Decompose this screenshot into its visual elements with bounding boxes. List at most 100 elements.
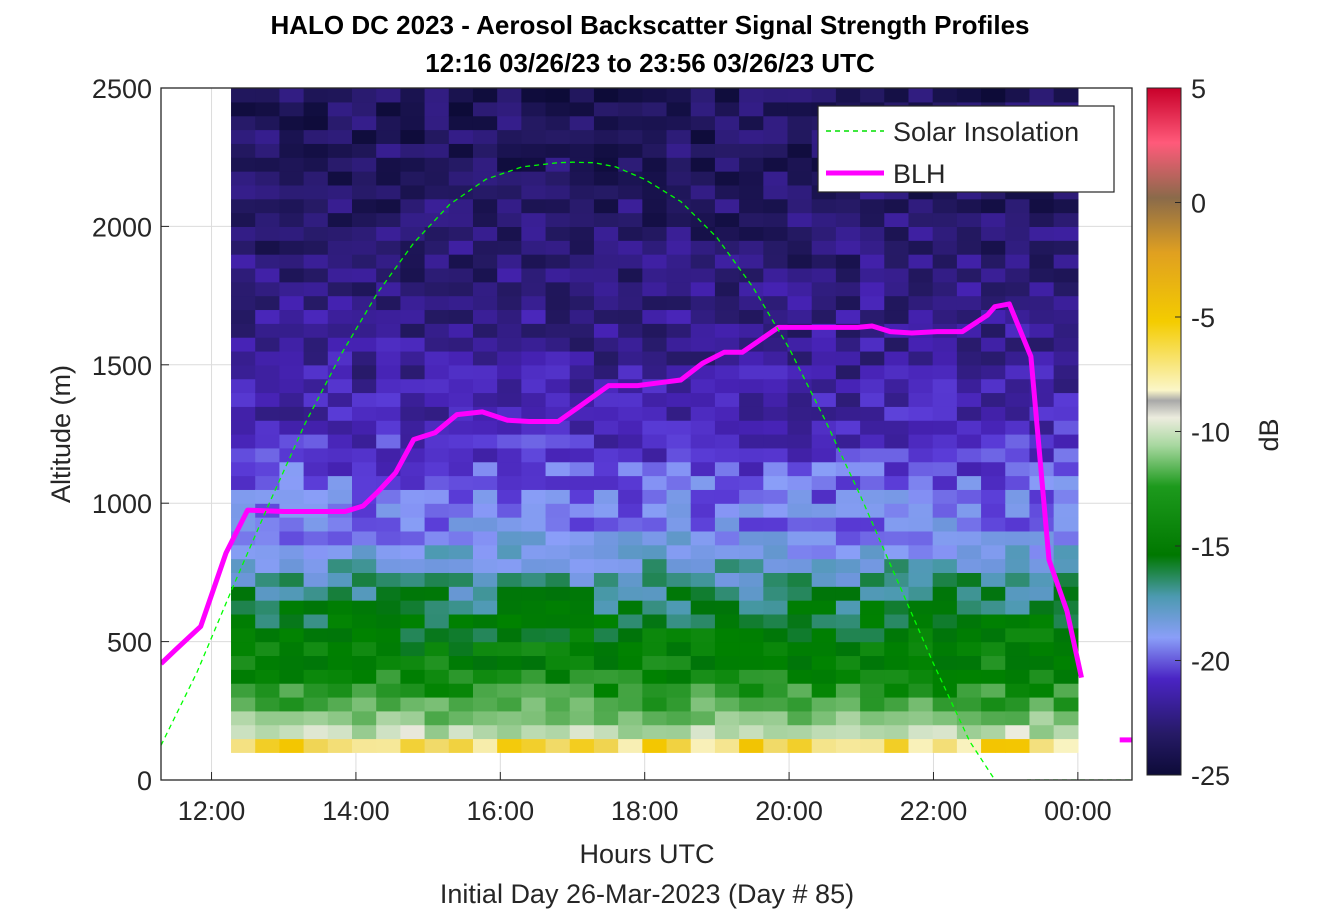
heatmap-cell bbox=[593, 226, 619, 241]
heatmap-cell bbox=[400, 143, 426, 158]
heatmap-cell bbox=[787, 281, 813, 297]
heatmap-cell bbox=[908, 641, 934, 657]
heatmap-cell bbox=[400, 88, 426, 103]
heatmap-cell bbox=[1029, 572, 1055, 587]
heatmap-cell bbox=[569, 434, 595, 449]
heatmap-cell bbox=[787, 586, 813, 601]
heatmap-cell bbox=[714, 88, 740, 103]
heatmap-cell bbox=[884, 710, 910, 726]
heatmap-cell bbox=[376, 392, 401, 407]
heatmap-cell bbox=[690, 517, 716, 532]
heatmap-cell bbox=[376, 115, 401, 131]
heatmap-cell bbox=[231, 226, 256, 241]
heatmap-cell bbox=[303, 738, 329, 753]
heatmap-cell bbox=[714, 420, 740, 435]
heatmap-cell bbox=[521, 198, 547, 214]
heatmap-cell bbox=[448, 281, 474, 297]
heatmap-cell bbox=[352, 724, 377, 740]
heatmap-cell bbox=[1029, 226, 1055, 241]
heatmap-cell bbox=[714, 129, 740, 144]
heatmap-cell bbox=[860, 530, 885, 546]
heatmap-cell bbox=[545, 226, 571, 241]
heatmap-cell bbox=[497, 378, 522, 394]
heatmap-cell bbox=[714, 254, 740, 269]
heatmap-cell bbox=[545, 586, 571, 601]
heatmap-cell bbox=[956, 198, 982, 214]
heatmap-cell bbox=[1029, 600, 1055, 615]
heatmap-cell bbox=[956, 323, 982, 338]
heatmap-cell bbox=[497, 572, 522, 587]
heatmap-cell bbox=[424, 364, 450, 380]
heatmap-cell bbox=[327, 184, 353, 200]
heatmap-cell bbox=[690, 530, 716, 546]
heatmap-cell bbox=[569, 641, 595, 657]
heatmap-cell bbox=[981, 738, 1006, 753]
heatmap-cell bbox=[884, 544, 910, 560]
heatmap-cell bbox=[352, 558, 377, 573]
heatmap-cell bbox=[231, 115, 256, 131]
heatmap-cell bbox=[1053, 392, 1079, 407]
heatmap-cell bbox=[303, 115, 329, 131]
heatmap-cell bbox=[327, 461, 353, 477]
heatmap-cell bbox=[666, 406, 692, 421]
heatmap-cell bbox=[303, 461, 329, 477]
heatmap-cell bbox=[884, 517, 910, 532]
heatmap-cell bbox=[255, 281, 281, 297]
colorbar-tick-label: -5 bbox=[1191, 303, 1215, 333]
heatmap-cell bbox=[255, 696, 281, 712]
heatmap-cell bbox=[521, 613, 547, 629]
heatmap-cell bbox=[424, 184, 450, 200]
legend-blh-label: BLH bbox=[893, 159, 946, 189]
heatmap-cell bbox=[352, 254, 377, 269]
heatmap-cell bbox=[424, 696, 450, 712]
heatmap-cell bbox=[884, 226, 910, 241]
heatmap-cell bbox=[424, 475, 450, 490]
heatmap-cell bbox=[1005, 503, 1031, 518]
heatmap-cell bbox=[787, 198, 813, 214]
heatmap-cell bbox=[666, 738, 692, 753]
heatmap-cell bbox=[255, 157, 281, 172]
heatmap-cell bbox=[400, 489, 426, 504]
heatmap-cell bbox=[400, 392, 426, 407]
heatmap-cell bbox=[448, 101, 474, 117]
heatmap-cell bbox=[1005, 517, 1031, 532]
colorbar-ticks: 50-5-10-15-20-25 bbox=[1175, 74, 1230, 791]
heatmap-cell bbox=[231, 738, 256, 753]
heatmap-cell bbox=[618, 309, 643, 324]
heatmap-cell bbox=[279, 171, 305, 186]
heatmap-cell bbox=[618, 337, 643, 352]
heatmap-cell bbox=[739, 295, 764, 311]
heatmap-cell bbox=[1005, 392, 1031, 407]
heatmap-cell bbox=[376, 240, 401, 255]
heatmap-cell bbox=[327, 447, 353, 463]
heatmap-cell bbox=[1053, 544, 1079, 560]
heatmap-cell bbox=[835, 337, 861, 352]
heatmap-cell bbox=[303, 240, 329, 255]
heatmap-cell bbox=[642, 530, 668, 546]
heatmap-cell bbox=[618, 724, 643, 740]
heatmap-cell bbox=[569, 600, 595, 615]
heatmap-cell bbox=[521, 655, 547, 670]
heatmap-cell bbox=[521, 544, 547, 560]
heatmap-cell bbox=[1029, 710, 1055, 726]
heatmap-cell bbox=[569, 461, 595, 477]
heatmap-cell bbox=[714, 157, 740, 172]
heatmap-cell bbox=[811, 724, 837, 740]
heatmap-cell bbox=[352, 323, 377, 338]
heatmap-cell bbox=[569, 558, 595, 573]
heatmap-cell bbox=[327, 88, 353, 103]
heatmap-cell bbox=[618, 475, 643, 490]
heatmap-cell bbox=[231, 696, 256, 712]
heatmap-cell bbox=[400, 406, 426, 421]
heatmap-cell bbox=[521, 683, 547, 698]
heatmap-cell bbox=[472, 198, 498, 214]
y-tick-label: 500 bbox=[107, 628, 152, 658]
heatmap-cell bbox=[1053, 530, 1079, 546]
colorbar-tick-label: 5 bbox=[1191, 74, 1206, 104]
heatmap-cell bbox=[666, 143, 692, 158]
heatmap-cell bbox=[618, 212, 643, 227]
heatmap-cell bbox=[811, 254, 837, 269]
heatmap-cell bbox=[690, 337, 716, 352]
heatmap-cell bbox=[618, 171, 643, 186]
